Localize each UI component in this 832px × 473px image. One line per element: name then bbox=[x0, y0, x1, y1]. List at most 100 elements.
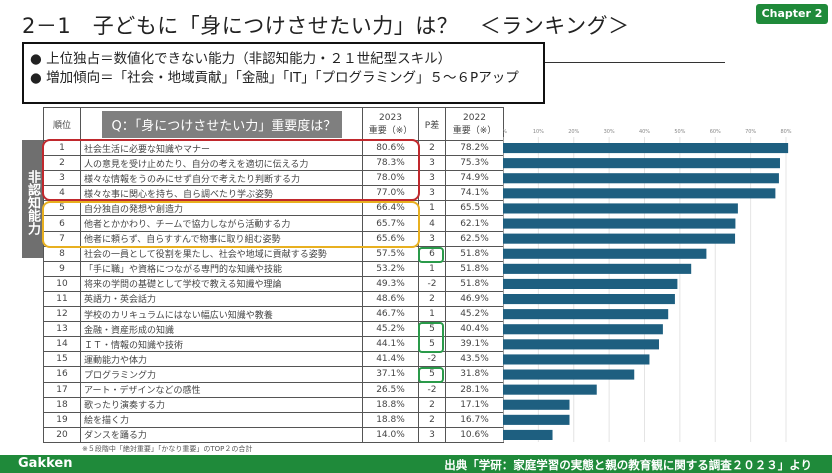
summary-line: ● 増加傾向＝「社会・地域貢献」「金融」「IT」「プログラミング」５～６Pアップ bbox=[30, 70, 519, 86]
rank-cell: 15 bbox=[43, 351, 81, 368]
value-2023-cell: 46.7% bbox=[362, 306, 419, 323]
highlight-diff bbox=[418, 367, 444, 383]
bar bbox=[503, 233, 736, 244]
bar bbox=[503, 369, 635, 380]
highlight-diff bbox=[418, 247, 444, 263]
diff-cell: 2 bbox=[418, 396, 446, 413]
bar bbox=[503, 263, 692, 274]
value-2022-cell: 51.8% bbox=[445, 260, 504, 277]
bar bbox=[503, 143, 789, 154]
bar bbox=[503, 354, 650, 365]
table-row: 9 「手に職」や資格につながる専門的な知識や技能 53.2% 1 51.8% bbox=[43, 260, 504, 277]
value-2023-cell: 53.2% bbox=[362, 260, 419, 277]
x-tick-label: 20% bbox=[568, 129, 579, 135]
rank-cell: 13 bbox=[43, 321, 81, 338]
label-cell: ダンスを踊る力 bbox=[80, 426, 363, 443]
label-cell: 英語力・英会話力 bbox=[80, 290, 363, 308]
table-row: 15 運動能力や体力 41.4% -2 43.5% bbox=[43, 351, 504, 368]
bar bbox=[503, 324, 663, 335]
bar bbox=[503, 158, 780, 169]
diff-cell: 3 bbox=[418, 185, 446, 202]
rank-cell: 17 bbox=[43, 381, 81, 398]
label-cell: 歌ったり演奏する力 bbox=[80, 396, 363, 413]
bar bbox=[503, 173, 779, 184]
value-2023-cell: 49.3% bbox=[362, 275, 419, 292]
bar bbox=[503, 429, 553, 440]
x-tick-label: 60% bbox=[710, 129, 721, 135]
value-2022-cell: 28.1% bbox=[445, 381, 504, 398]
divider bbox=[545, 62, 725, 63]
table-row: 2 人の意見を受け止めたり、自分の考えを適切に伝える力 78.3% 3 75.3% bbox=[43, 155, 504, 172]
table-row: 17 アート・デザインなどの感性 26.5% -2 28.1% bbox=[43, 381, 504, 398]
value-2023-cell: 57.5% bbox=[362, 245, 419, 262]
highlight-diff bbox=[418, 322, 444, 353]
value-2023-cell: 18.8% bbox=[362, 411, 419, 428]
value-2022-cell: 74.1% bbox=[445, 185, 504, 202]
label-cell: 絵を描く力 bbox=[80, 411, 363, 428]
diff-cell: 1 bbox=[418, 306, 446, 323]
rank-cell: 14 bbox=[43, 336, 81, 353]
value-2023-cell: 37.1% bbox=[362, 366, 419, 383]
table-header: 順位 Q：「身につけさせたい力」重要度は？ 2023 重要（※） P差 2022 重… bbox=[43, 107, 504, 141]
table-row: 1 社会生活に必要な知識やマナー 80.6% 2 78.2% bbox=[43, 139, 504, 157]
chapter-badge: Chapter 2 bbox=[756, 4, 828, 24]
table-row: 19 絵を描く力 18.8% 2 16.7% bbox=[43, 411, 504, 428]
value-2023-cell: 41.4% bbox=[362, 351, 419, 368]
highlight-top4 bbox=[42, 139, 420, 201]
diff-cell: 1 bbox=[418, 260, 446, 277]
table-row: 11 英語力・英会話力 48.6% 2 46.9% bbox=[43, 290, 504, 308]
rank-cell: 19 bbox=[43, 411, 81, 428]
label-cell: 金融・資産形成の知識 bbox=[80, 321, 363, 338]
rank-cell: 9 bbox=[43, 260, 81, 277]
bar bbox=[503, 278, 678, 289]
side-label: 非認知能力 bbox=[22, 140, 43, 258]
value-2022-cell: 46.9% bbox=[445, 290, 504, 308]
header-question: Q：「身につけさせたい力」重要度は？ bbox=[80, 107, 363, 141]
source-text: 出典「学研：家庭学習の実態と親の教育観に関する調査２０２３」より bbox=[444, 458, 812, 472]
footnote: ※５段階中「絶対重要」「かなり重要」のTOP２の合計 bbox=[82, 445, 253, 453]
table-row: 20 ダンスを踊る力 14.0% 3 10.6% bbox=[43, 426, 504, 443]
value-2022-cell: 65.5% bbox=[445, 200, 504, 217]
label-cell: プログラミング力 bbox=[80, 366, 363, 383]
footer: Gakken 出典「学研：家庭学習の実態と親の教育観に関する調査２０２３」より bbox=[0, 455, 832, 473]
rank-cell: 16 bbox=[43, 366, 81, 383]
diff-cell: 3 bbox=[418, 155, 446, 172]
table-row: 18 歌ったり演奏する力 18.8% 2 17.1% bbox=[43, 396, 504, 413]
diff-cell: -2 bbox=[418, 381, 446, 398]
label-cell: 社会の一員として役割を果たし、社会や地域に貢献する姿勢 bbox=[80, 245, 363, 262]
table-row: 10 将来の学問の基礎として学校で教える知識や理論 49.3% -2 51.8% bbox=[43, 275, 504, 292]
value-2023-cell: 44.1% bbox=[362, 336, 419, 353]
label-cell: 学校のカリキュラムにはない幅広い知識や教養 bbox=[80, 306, 363, 323]
rank-cell: 20 bbox=[43, 426, 81, 443]
x-tick-label: 50% bbox=[674, 129, 685, 135]
diff-cell: 2 bbox=[418, 290, 446, 308]
header-2022: 2022 重要（※） bbox=[445, 107, 504, 141]
header-rank: 順位 bbox=[43, 107, 81, 141]
diff-cell: -2 bbox=[418, 351, 446, 368]
value-2022-cell: 31.8% bbox=[445, 366, 504, 383]
bar-chart: 0% 10% 20% 30% 40% 50% 60% 70% 80% bbox=[503, 129, 792, 442]
x-tick-label: 10% bbox=[533, 129, 544, 135]
diff-cell: 3 bbox=[418, 230, 446, 247]
bar bbox=[503, 309, 669, 320]
diff-cell: 2 bbox=[418, 411, 446, 428]
value-2022-cell: 51.8% bbox=[445, 275, 504, 292]
value-2022-cell: 51.8% bbox=[445, 245, 504, 262]
table-row: 4 様々な事に関心を持ち、自ら調べたり学ぶ姿勢 77.0% 3 74.1% bbox=[43, 185, 504, 202]
bar bbox=[503, 218, 736, 229]
value-2023-cell: 14.0% bbox=[362, 426, 419, 443]
bar bbox=[503, 384, 597, 395]
x-tick-label: 40% bbox=[639, 129, 650, 135]
bar bbox=[503, 339, 660, 350]
value-2023-cell: 18.8% bbox=[362, 396, 419, 413]
value-2022-cell: 40.4% bbox=[445, 321, 504, 338]
value-2022-cell: 17.1% bbox=[445, 396, 504, 413]
value-2022-cell: 62.5% bbox=[445, 230, 504, 247]
x-tick-label: 80% bbox=[780, 129, 791, 135]
x-tick-label: 0% bbox=[503, 129, 507, 135]
rank-cell: 8 bbox=[43, 245, 81, 262]
bar bbox=[503, 414, 570, 425]
page-title: 2－1 子どもに「身につけさせたい力」は？ ＜ランキング＞ bbox=[22, 14, 630, 38]
value-2023-cell: 45.2% bbox=[362, 321, 419, 338]
rank-cell: 10 bbox=[43, 275, 81, 292]
